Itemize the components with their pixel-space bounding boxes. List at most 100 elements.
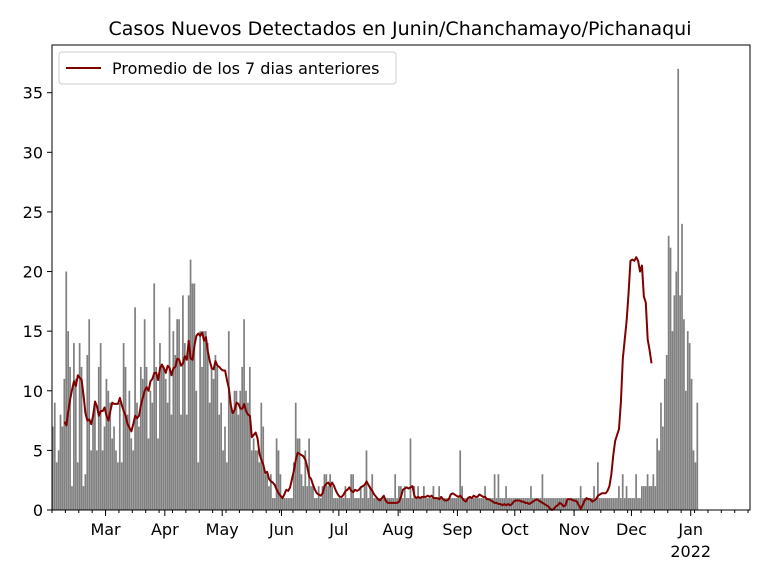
daily-case-bar [434, 498, 437, 510]
daily-case-bar [474, 498, 477, 510]
daily-case-bar [231, 414, 234, 510]
daily-case-bar [482, 498, 484, 510]
y-tick-label: 10 [23, 382, 43, 401]
daily-case-bar [153, 283, 156, 510]
daily-case-bar [134, 307, 136, 510]
x-tick-label: Nov [558, 520, 589, 539]
daily-case-bar [254, 450, 257, 510]
daily-case-bar [526, 498, 528, 510]
daily-case-bar [296, 438, 299, 510]
y-axis: 0 5 10 15 20 25 30 35 [23, 84, 52, 520]
daily-case-bar [271, 498, 274, 510]
daily-case-bar [113, 426, 115, 510]
daily-case-bar [312, 486, 314, 510]
daily-case-bar [356, 498, 358, 510]
daily-case-bar [310, 486, 312, 510]
daily-case-bar [214, 355, 217, 510]
daily-case-bar [631, 498, 634, 510]
daily-case-bar [90, 450, 92, 510]
daily-case-bar [180, 414, 182, 510]
daily-case-bar [161, 366, 163, 510]
daily-case-bar [350, 474, 353, 510]
daily-case-bar [658, 450, 660, 510]
daily-case-bar [279, 474, 282, 510]
daily-case-bar [660, 402, 662, 510]
daily-case-bar [61, 426, 64, 510]
daily-case-bar [516, 498, 519, 510]
daily-case-bar [226, 462, 228, 510]
daily-case-bar [549, 498, 551, 510]
daily-case-bar [292, 462, 295, 510]
daily-case-bar [411, 498, 414, 510]
daily-case-bar [170, 414, 173, 510]
daily-case-bar [650, 486, 653, 510]
daily-case-bar [80, 366, 83, 510]
daily-case-bar [120, 462, 123, 510]
daily-case-bar [457, 498, 460, 510]
daily-case-bar [386, 498, 389, 510]
daily-case-bar [530, 486, 532, 510]
daily-case-bar [669, 247, 672, 510]
daily-case-bar [694, 462, 697, 510]
y-tick-label: 30 [23, 143, 43, 162]
daily-case-bar [635, 474, 637, 510]
daily-case-bar [71, 486, 73, 510]
daily-case-bar [210, 366, 213, 510]
daily-case-bar [256, 450, 259, 510]
daily-case-bar [136, 402, 138, 510]
daily-case-bar [258, 462, 261, 510]
daily-case-bar [629, 498, 632, 510]
daily-case-bar [138, 426, 140, 510]
daily-case-bar [621, 474, 624, 510]
daily-case-bar [419, 498, 421, 510]
daily-case-bar [518, 498, 521, 510]
daily-case-bar [623, 498, 626, 510]
daily-case-bar [212, 378, 215, 510]
daily-case-bar [648, 486, 651, 510]
daily-case-bar [348, 498, 351, 510]
daily-case-bar [392, 498, 395, 510]
daily-case-bar [444, 498, 446, 510]
daily-case-bar [300, 474, 303, 510]
daily-case-bar [252, 438, 255, 510]
daily-case-bar [616, 498, 618, 510]
daily-case-bar [541, 474, 544, 510]
y-tick-label: 20 [23, 263, 43, 282]
daily-case-bar [403, 486, 406, 510]
daily-case-bar [329, 474, 332, 510]
daily-case-bar [88, 319, 91, 510]
daily-case-bar [199, 331, 201, 510]
daily-case-bar [671, 331, 674, 510]
daily-case-bar [486, 498, 488, 510]
daily-case-bar [346, 498, 349, 510]
daily-case-bar [268, 486, 270, 510]
daily-case-bar [553, 498, 555, 510]
daily-case-bar [354, 498, 356, 510]
daily-case-bar [488, 498, 490, 510]
daily-case-bar [243, 319, 245, 510]
daily-case-bar [118, 402, 121, 510]
daily-case-bar [247, 402, 249, 510]
daily-case-bar [139, 366, 142, 510]
daily-case-bar [109, 402, 112, 510]
daily-case-bar [681, 223, 683, 510]
daily-case-bar [606, 498, 609, 510]
daily-case-bar [264, 474, 266, 510]
daily-case-bar [193, 283, 196, 510]
daily-case-bar [220, 402, 222, 510]
daily-case-bar [512, 498, 515, 510]
daily-case-bar [273, 498, 276, 510]
daily-case-bar [204, 331, 207, 510]
y-tick-label: 35 [23, 84, 43, 103]
daily-case-bar [679, 295, 681, 510]
daily-case-bar [359, 486, 362, 510]
x-tick-label: Apr [151, 520, 179, 539]
daily-case-bar [111, 438, 113, 510]
daily-case-bar [195, 390, 198, 510]
daily-case-bar [128, 390, 131, 510]
daily-case-bar [568, 498, 571, 510]
daily-case-bar [480, 498, 483, 510]
daily-case-bar [627, 498, 630, 510]
x-tick-year-label: 2022 [670, 542, 711, 561]
daily-case-bar [315, 498, 318, 510]
